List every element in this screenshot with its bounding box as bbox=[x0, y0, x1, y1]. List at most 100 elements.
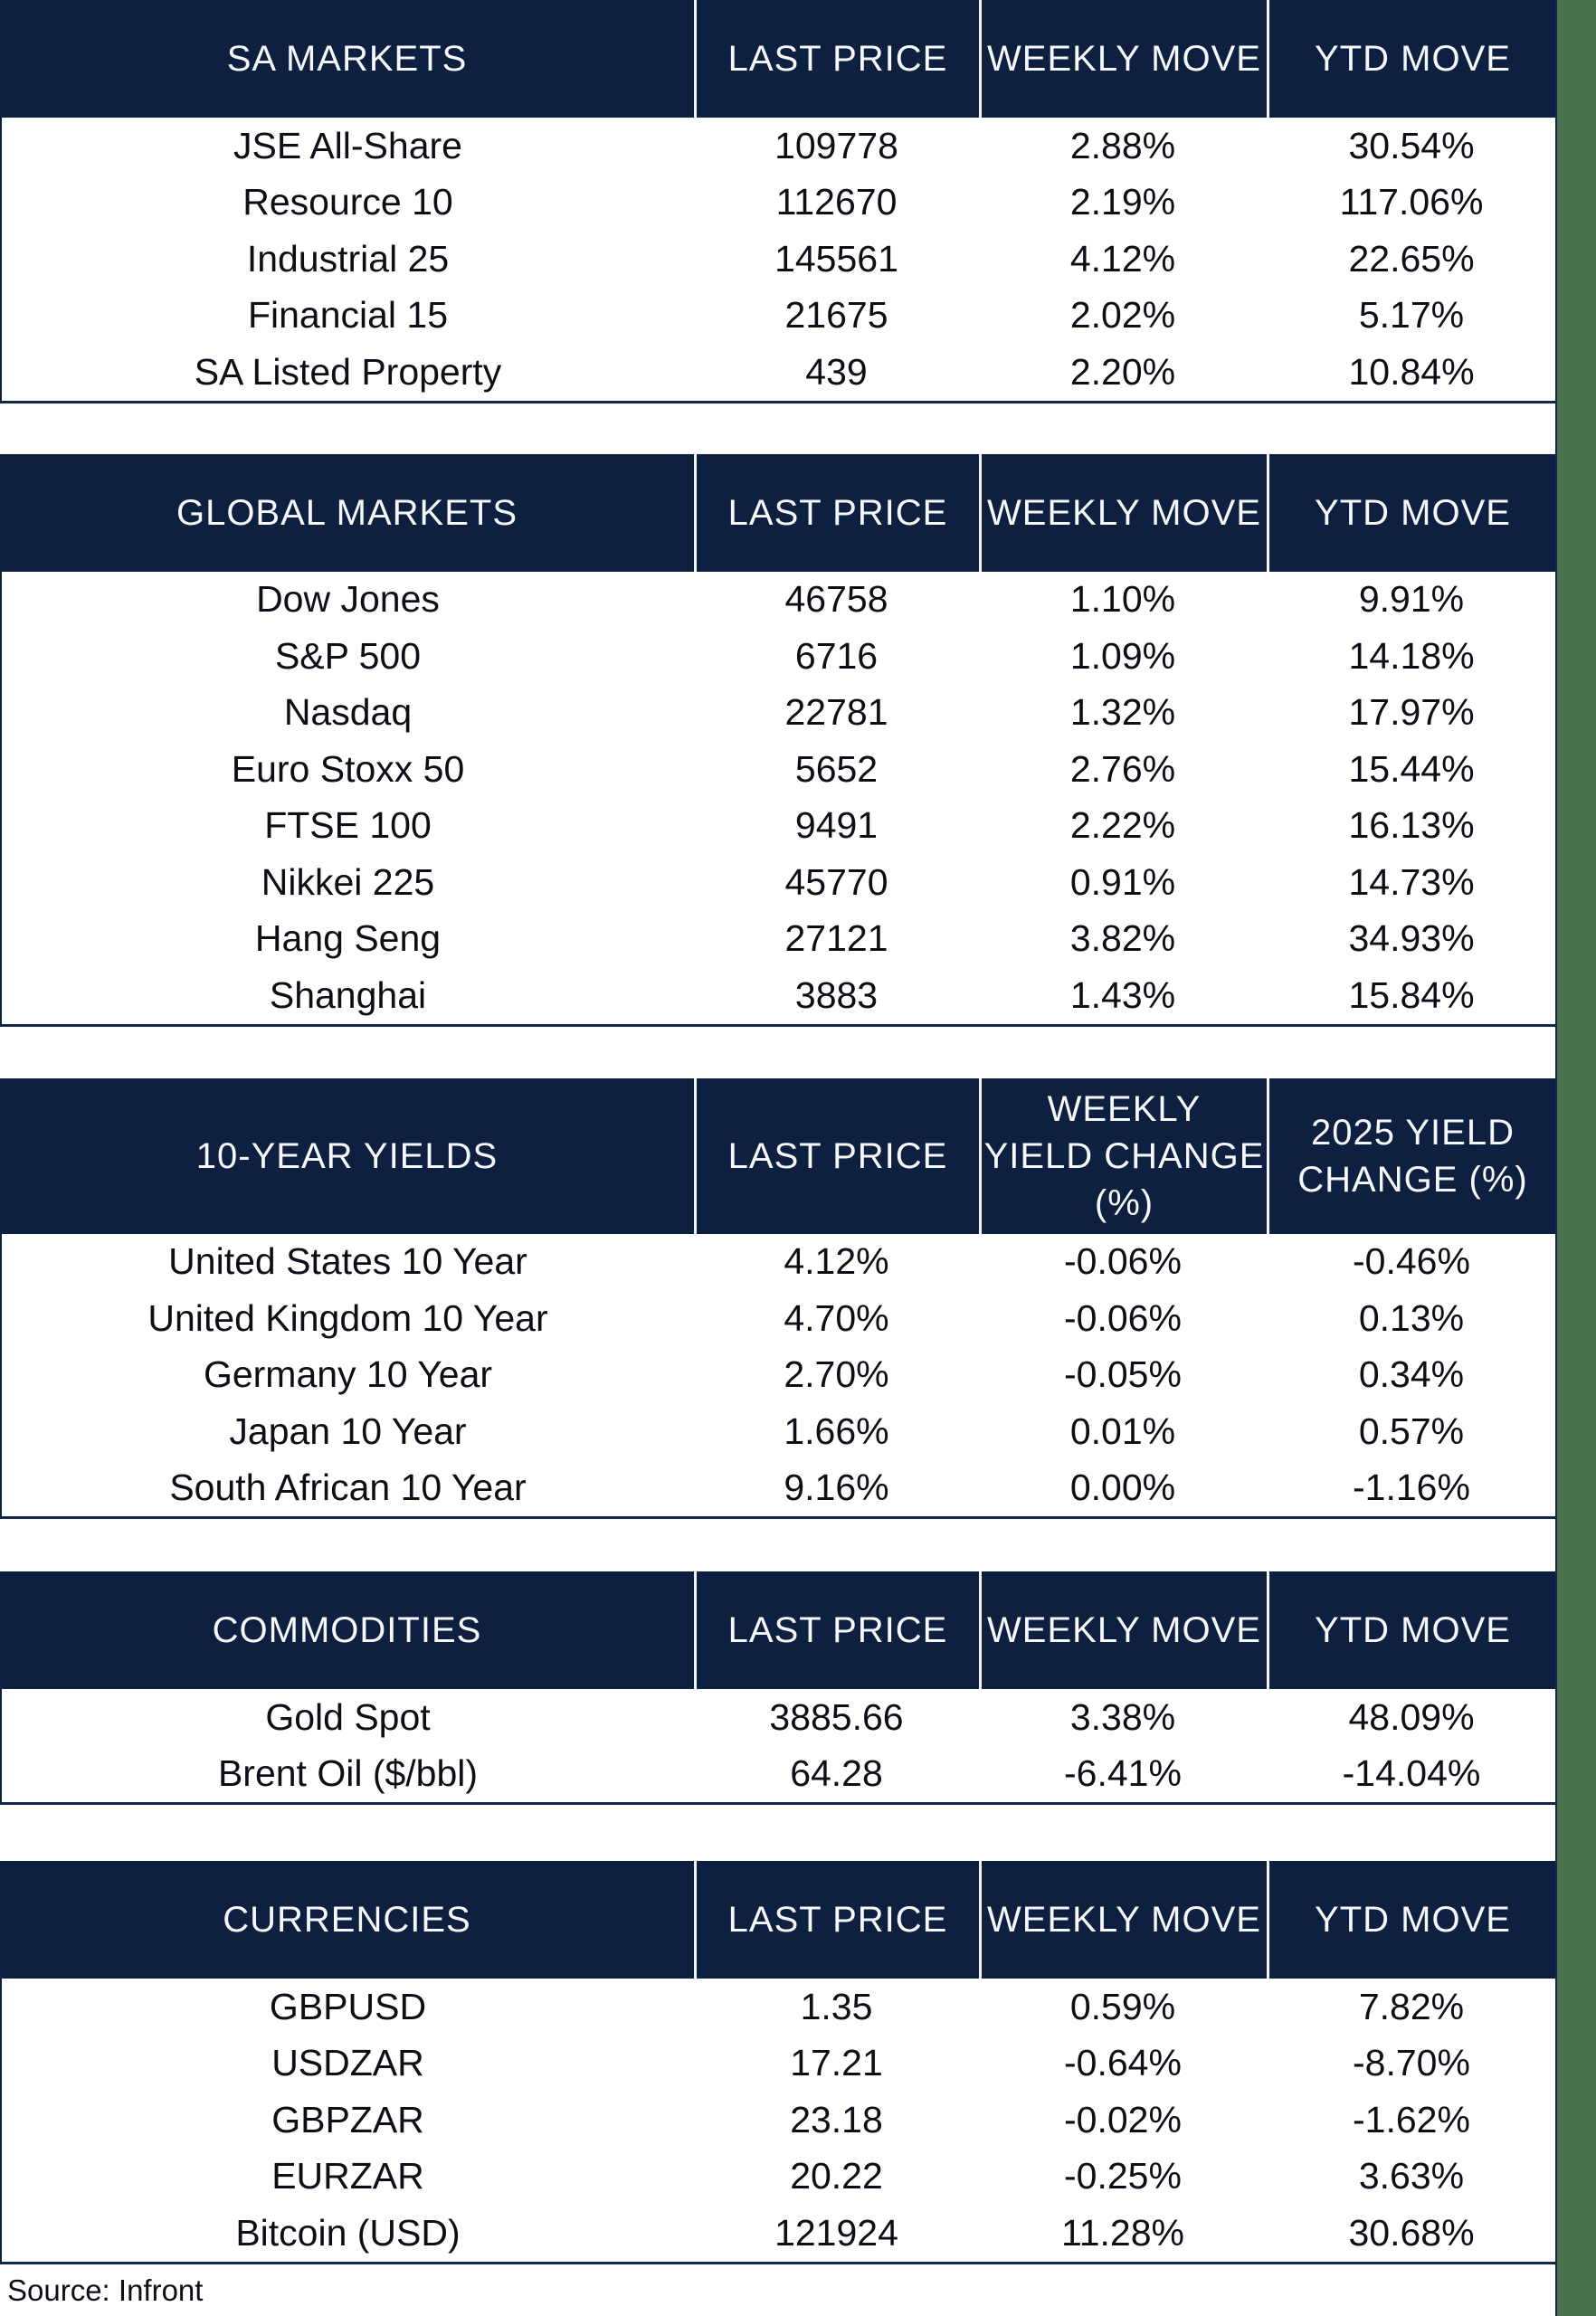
row-label: JSE All-Share bbox=[233, 124, 462, 166]
value-cell: 0.57% bbox=[1358, 1410, 1465, 1452]
value-cell: 2.70% bbox=[784, 1353, 889, 1396]
column-header: LAST PRICE bbox=[694, 453, 979, 572]
table-title: 10-YEAR YIELDS bbox=[195, 1135, 499, 1176]
table-row: Bitcoin (USD) 121924 11.28% 30.68% bbox=[2, 2205, 1556, 2262]
table-body: United States 10 Year 4.12% -0.06% -0.46% Un… bbox=[0, 1233, 1556, 1519]
row-label: Dow Jones bbox=[256, 578, 440, 621]
table-10-year-yields: 10-YEAR YIELDS LAST PRICE WEEKLY YIELD CHA… bbox=[0, 1077, 1556, 1519]
value-cell: 1.09% bbox=[1069, 634, 1176, 677]
value-cell: 0.01% bbox=[1069, 1410, 1176, 1452]
table-row: EURZAR 20.22 -0.25% 3.63% bbox=[2, 2149, 1556, 2206]
value-cell: 3885.66 bbox=[769, 1695, 904, 1738]
value-cell: 0.91% bbox=[1069, 860, 1176, 903]
value-cell: 109778 bbox=[774, 124, 898, 166]
value-cell: -14.04% bbox=[1342, 1752, 1481, 1795]
column-header: LAST PRICE bbox=[694, 1571, 979, 1689]
row-label: Bitcoin (USD) bbox=[235, 2211, 461, 2254]
row-label: FTSE 100 bbox=[264, 804, 432, 847]
value-cell: 0.59% bbox=[1069, 1985, 1176, 2027]
column-header: YTD MOVE bbox=[1267, 1571, 1556, 1689]
value-cell: 2.22% bbox=[1069, 804, 1176, 847]
row-label: Germany 10 Year bbox=[203, 1353, 493, 1396]
table-title: SA MARKETS bbox=[226, 39, 468, 79]
column-header: YTD MOVE bbox=[1267, 453, 1556, 572]
table-row: United States 10 Year 4.12% -0.06% -0.46% bbox=[2, 1234, 1556, 1291]
row-label: SA Listed Property bbox=[194, 350, 502, 393]
row-label: USDZAR bbox=[271, 2042, 424, 2084]
value-cell: 34.93% bbox=[1348, 917, 1475, 960]
row-label: Hang Seng bbox=[254, 917, 442, 960]
value-cell: 0.34% bbox=[1358, 1353, 1465, 1396]
table-body: Gold Spot 3885.66 3.38% 48.09% Brent Oil ($/… bbox=[0, 1689, 1556, 1805]
value-cell: 22781 bbox=[784, 691, 888, 734]
value-cell: 1.66% bbox=[784, 1410, 889, 1452]
value-cell: 112670 bbox=[775, 181, 898, 223]
value-cell: -8.70% bbox=[1353, 2042, 1470, 2084]
value-cell: 14.73% bbox=[1348, 860, 1475, 903]
value-cell: 46758 bbox=[784, 578, 888, 621]
table-body: Dow Jones 46758 1.10% 9.91% S&P 500 6716 1.09%… bbox=[0, 571, 1556, 1027]
table-row: Hang Seng 27121 3.82% 34.93% bbox=[2, 911, 1556, 968]
value-cell: 22.65% bbox=[1348, 237, 1475, 280]
value-cell: 4.12% bbox=[1069, 237, 1176, 280]
value-cell: 145561 bbox=[774, 237, 898, 280]
value-cell: 4.70% bbox=[784, 1296, 889, 1339]
value-cell: 9491 bbox=[794, 804, 879, 847]
row-label: Resource 10 bbox=[242, 181, 453, 223]
column-header: WEEKLY MOVE bbox=[979, 0, 1267, 118]
table-row: GBPUSD 1.35 0.59% 7.82% bbox=[2, 1979, 1556, 2036]
row-label: Financial 15 bbox=[247, 294, 449, 337]
table-header-row: SA MARKETS LAST PRICE WEEKLY MOVE YTD MOVE bbox=[0, 0, 1556, 118]
value-cell: 121924 bbox=[774, 2211, 898, 2254]
value-cell: -0.64% bbox=[1064, 2042, 1182, 2084]
table-row: Germany 10 Year 2.70% -0.05% 0.34% bbox=[2, 1347, 1556, 1404]
row-label: Euro Stoxx 50 bbox=[231, 747, 465, 790]
table-row: Shanghai 3883 1.43% 15.84% bbox=[2, 967, 1556, 1024]
table-row: Nikkei 225 45770 0.91% 14.73% bbox=[2, 854, 1556, 911]
table-title: GLOBAL MARKETS bbox=[176, 492, 518, 533]
column-header: WEEKLY MOVE bbox=[979, 1861, 1267, 1979]
table-row: USDZAR 17.21 -0.64% -8.70% bbox=[2, 2036, 1556, 2093]
value-cell: 23.18 bbox=[790, 2098, 883, 2140]
row-label: EURZAR bbox=[271, 2155, 424, 2197]
column-header: 2025 YIELD CHANGE (%) bbox=[1267, 1077, 1556, 1234]
table-currencies: CURRENCIES LAST PRICE WEEKLY MOVE YTD MOVE G… bbox=[0, 1861, 1556, 2264]
value-cell: 30.68% bbox=[1348, 2211, 1475, 2254]
value-cell: 117.06% bbox=[1339, 181, 1484, 223]
value-cell: -0.05% bbox=[1064, 1353, 1182, 1396]
table-row: Euro Stoxx 50 5652 2.76% 15.44% bbox=[2, 741, 1556, 798]
row-label: South African 10 Year bbox=[169, 1466, 527, 1509]
value-cell: 0.13% bbox=[1358, 1296, 1465, 1339]
table-row: Dow Jones 46758 1.10% 9.91% bbox=[2, 572, 1556, 629]
value-cell: 1.32% bbox=[1069, 691, 1176, 734]
value-cell: 11.28% bbox=[1060, 2211, 1184, 2254]
row-label: Industrial 25 bbox=[246, 237, 450, 280]
value-cell: -0.02% bbox=[1064, 2098, 1182, 2140]
value-cell: -1.62% bbox=[1353, 2098, 1470, 2140]
value-cell: -0.06% bbox=[1064, 1240, 1182, 1283]
table-row: JSE All-Share 109778 2.88% 30.54% bbox=[2, 118, 1556, 175]
value-cell: 14.18% bbox=[1348, 634, 1475, 677]
table-body: GBPUSD 1.35 0.59% 7.82% USDZAR 17.21 -0.64% -8.… bbox=[0, 1979, 1556, 2264]
table-global-markets: GLOBAL MARKETS LAST PRICE WEEKLY MOVE YTD M… bbox=[0, 453, 1556, 1027]
value-cell: 20.22 bbox=[790, 2155, 883, 2197]
row-label: United States 10 Year bbox=[168, 1240, 527, 1283]
value-cell: 45770 bbox=[784, 860, 888, 903]
table-row: Nasdaq 22781 1.32% 17.97% bbox=[2, 685, 1556, 742]
value-cell: 5.17% bbox=[1358, 294, 1465, 337]
column-header: YTD MOVE bbox=[1267, 1861, 1556, 1979]
value-cell: 9.91% bbox=[1358, 578, 1465, 621]
value-cell: 0.00% bbox=[1069, 1466, 1176, 1509]
value-cell: 4.12% bbox=[784, 1240, 889, 1283]
table-row: SA Listed Property 439 2.20% 10.84% bbox=[2, 344, 1556, 401]
value-cell: 6716 bbox=[794, 634, 879, 677]
value-cell: 10.84% bbox=[1348, 350, 1475, 393]
table-body: JSE All-Share 109778 2.88% 30.54% Resource 1… bbox=[0, 118, 1556, 403]
table-sa-markets: SA MARKETS LAST PRICE WEEKLY MOVE YTD MOVE J… bbox=[0, 0, 1556, 403]
table-row: S&P 500 6716 1.09% 14.18% bbox=[2, 628, 1556, 685]
table-row: United Kingdom 10 Year 4.70% -0.06% 0.13% bbox=[2, 1290, 1556, 1347]
green-strip bbox=[1555, 0, 1596, 2316]
value-cell: 30.54% bbox=[1348, 124, 1475, 166]
value-cell: -0.06% bbox=[1064, 1296, 1182, 1339]
value-cell: -0.46% bbox=[1353, 1240, 1470, 1283]
